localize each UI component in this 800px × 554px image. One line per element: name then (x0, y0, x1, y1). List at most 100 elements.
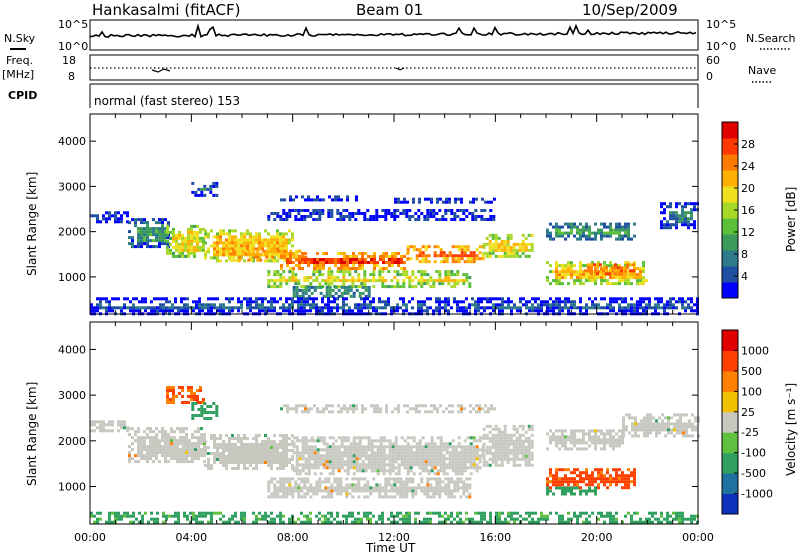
data-cell (625, 425, 628, 429)
data-cell (316, 258, 319, 261)
data-cell (495, 303, 498, 307)
data-cell (181, 236, 184, 240)
data-cell (316, 448, 320, 452)
data-cell (681, 208, 684, 212)
data-cell (128, 236, 131, 240)
data-cell (270, 247, 273, 251)
data-cell (277, 252, 281, 256)
data-cell (200, 448, 203, 452)
data-cell (182, 454, 185, 458)
data-cell (640, 428, 643, 432)
data-cell (143, 436, 146, 440)
data-cell (346, 288, 350, 292)
data-cell (456, 486, 460, 490)
data-cell (450, 218, 454, 221)
data-cell (128, 445, 131, 449)
data-cell (237, 446, 240, 449)
data-cell (615, 282, 618, 286)
data-cell (521, 445, 525, 449)
data-cell (346, 436, 350, 440)
data-cell (603, 477, 606, 481)
data-cell (187, 395, 190, 398)
data-cell (570, 306, 573, 310)
data-cell (399, 495, 403, 499)
data-cell (561, 231, 564, 235)
data-cell (618, 264, 621, 268)
data-cell (258, 297, 261, 301)
data-cell (328, 472, 332, 476)
data-cell (102, 297, 105, 301)
data-cell (140, 442, 143, 446)
data-cell (193, 392, 196, 395)
data-cell (331, 472, 335, 476)
data-cell (454, 260, 458, 264)
data-cell (366, 483, 370, 487)
data-cell (351, 486, 355, 490)
data-cell (143, 233, 146, 237)
data-cell (185, 433, 188, 437)
data-cell (388, 469, 392, 473)
data-cell (369, 486, 373, 490)
data-cell (199, 245, 202, 249)
data-cell (669, 223, 672, 227)
data-cell (664, 416, 667, 420)
data-cell (238, 258, 242, 262)
data-cell (630, 306, 633, 310)
data-cell (409, 245, 413, 249)
data-cell (403, 261, 406, 264)
data-cell (123, 420, 126, 424)
data-cell (330, 306, 333, 310)
data-cell (441, 306, 444, 310)
data-cell (481, 407, 484, 411)
data-cell (540, 300, 543, 304)
data-cell (669, 303, 672, 307)
data-cell (187, 242, 190, 246)
data-cell (549, 297, 552, 301)
data-cell (312, 212, 316, 215)
data-cell (276, 492, 280, 496)
data-cell (327, 300, 330, 304)
data-cell (603, 306, 606, 310)
data-cell (527, 254, 531, 258)
data-cell (273, 495, 277, 499)
data-cell (192, 300, 195, 304)
data-cell (627, 237, 630, 241)
data-cell (385, 261, 388, 264)
data-cell (491, 233, 495, 237)
data-cell (343, 288, 347, 292)
data-cell (175, 248, 178, 252)
data-cell (222, 309, 225, 313)
data-cell (605, 272, 608, 276)
data-cell (301, 252, 304, 255)
data-cell (433, 254, 437, 258)
data-cell (527, 457, 531, 461)
data-cell (179, 442, 182, 446)
data-cell (509, 236, 513, 240)
data-cell (146, 233, 149, 237)
data-cell (322, 439, 326, 443)
data-cell (457, 457, 461, 461)
data-cell (152, 439, 155, 443)
data-cell (469, 200, 472, 204)
data-cell (474, 300, 477, 304)
data-cell (534, 300, 537, 304)
data-cell (340, 252, 343, 255)
data-cell (564, 435, 567, 439)
data-cell (355, 451, 359, 455)
data-cell (176, 445, 179, 449)
data-cell (524, 248, 528, 252)
data-cell (400, 454, 404, 458)
data-cell (181, 401, 184, 404)
data-cell (228, 235, 231, 239)
data-cell (375, 212, 379, 215)
data-cell (146, 460, 149, 464)
data-cell (497, 248, 501, 252)
data-cell (411, 215, 415, 218)
data-cell (549, 222, 552, 226)
data-cell (321, 285, 325, 289)
data-cell (450, 285, 454, 289)
data-cell (645, 309, 648, 313)
data-cell (252, 241, 255, 245)
data-cell (445, 451, 449, 455)
data-cell (234, 446, 237, 449)
